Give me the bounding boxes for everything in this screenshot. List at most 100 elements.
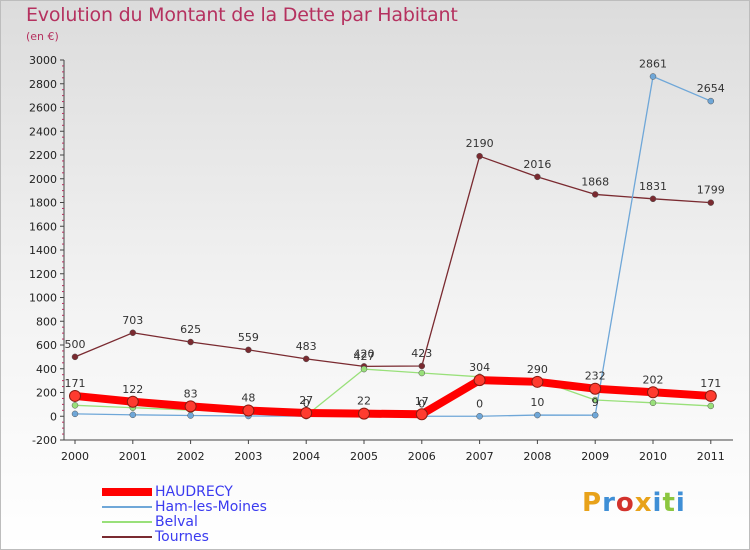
logo-letter: i (675, 488, 686, 518)
data-point (476, 413, 483, 420)
data-point (245, 346, 252, 354)
data-label: 304 (469, 361, 490, 374)
legend-item: HAUDRECY (102, 485, 322, 500)
data-point (129, 329, 137, 337)
data-label: 483 (296, 340, 317, 353)
y-tick-label: -200 (32, 434, 57, 447)
data-point (531, 375, 544, 388)
data-point (591, 411, 599, 419)
series-line-haudrecy (71, 376, 715, 419)
data-label: 703 (122, 314, 143, 327)
data-label: 232 (585, 370, 606, 383)
data-label: 1831 (639, 180, 667, 193)
data-point (704, 389, 717, 402)
data-point (126, 395, 139, 408)
data-point (300, 407, 313, 420)
data-label: 22 (357, 395, 371, 408)
data-label: 420 (354, 347, 375, 360)
proxiti-logo: Proxiti (582, 488, 686, 518)
data-point (649, 399, 657, 407)
data-point (358, 407, 370, 420)
data-point (649, 195, 657, 203)
series-line-belval (74, 368, 712, 417)
x-tick-label: 2003 (234, 450, 262, 463)
data-label: 171 (65, 377, 86, 390)
x-tick-label: 2008 (523, 450, 551, 463)
y-tick-label: 2600 (29, 102, 57, 115)
data-point (589, 382, 602, 395)
chart-legend: HAUDRECY Ham-les-Moines Belval Tournes (102, 485, 322, 545)
data-label: 0 (418, 397, 425, 410)
y-tick-label: 400 (36, 363, 57, 376)
data-label: 625 (180, 323, 201, 336)
data-point (707, 402, 715, 410)
x-tick-label: 2011 (697, 450, 725, 463)
data-point (302, 355, 310, 363)
y-tick-label: 1000 (29, 292, 57, 305)
data-label: 0 (303, 397, 310, 410)
logo-letter: o (615, 488, 635, 518)
x-tick-label: 2006 (408, 450, 436, 463)
data-label: 9 (592, 396, 599, 409)
data-point (71, 353, 79, 361)
data-label: 1799 (697, 184, 725, 197)
data-point (707, 97, 715, 105)
y-tick-label: 2800 (29, 78, 57, 91)
data-label: 202 (643, 373, 664, 386)
legend-label: HAUDRECY (155, 484, 233, 500)
legend-item: Belval (102, 515, 322, 530)
y-tick-label: 1600 (29, 220, 57, 233)
data-label: 27 (299, 394, 313, 407)
data-label: 10 (530, 396, 544, 409)
y-tick-label: 1200 (29, 268, 57, 281)
logo-letter: t (662, 488, 676, 518)
legend-swatch (102, 536, 152, 538)
data-label: 17 (415, 395, 429, 408)
data-point (415, 408, 428, 421)
data-label: 171 (700, 377, 721, 390)
chart-axes: -200020040060080010001200140016001800200… (29, 54, 733, 463)
data-label: 290 (527, 363, 548, 376)
x-tick-label: 2010 (639, 450, 667, 463)
y-tick-label: 2200 (29, 149, 57, 162)
x-tick-label: 2004 (292, 450, 320, 463)
data-point (707, 199, 715, 206)
data-label: 2861 (639, 58, 667, 71)
chart-title: Evolution du Montant de la Dette par Hab… (26, 4, 458, 26)
data-label: 122 (122, 383, 143, 396)
chart-lines (69, 73, 717, 421)
y-tick-label: 800 (36, 315, 57, 328)
x-tick-label: 2002 (177, 450, 205, 463)
data-point (473, 374, 486, 387)
y-tick-label: 1800 (29, 197, 57, 210)
data-point (591, 191, 599, 198)
data-point (534, 411, 541, 419)
x-tick-label: 2001 (119, 450, 147, 463)
data-label: 427 (354, 350, 375, 363)
legend-item: Tournes (102, 530, 322, 545)
legend-label: Belval (155, 514, 198, 530)
x-tick-label: 2000 (61, 450, 89, 463)
data-point (534, 173, 541, 181)
data-label: 2016 (523, 158, 551, 171)
data-label: 2190 (466, 137, 494, 150)
y-tick-label: 600 (36, 339, 57, 352)
y-tick-label: 0 (50, 410, 57, 423)
series-line-ham-les-moines (74, 75, 712, 417)
legend-label: Tournes (155, 529, 209, 545)
data-point (71, 410, 79, 418)
logo-letter: r (602, 488, 616, 518)
legend-label: Ham-les-Moines (155, 499, 267, 515)
logo-letter: P (582, 488, 603, 518)
data-label: 48 (241, 392, 255, 405)
x-tick-label: 2007 (466, 450, 494, 463)
y-tick-label: 2000 (29, 173, 57, 186)
logo-letter: x (634, 488, 653, 518)
data-point (129, 411, 137, 419)
data-label: 0 (476, 397, 483, 410)
data-label: 500 (65, 338, 86, 351)
data-point (418, 362, 426, 370)
